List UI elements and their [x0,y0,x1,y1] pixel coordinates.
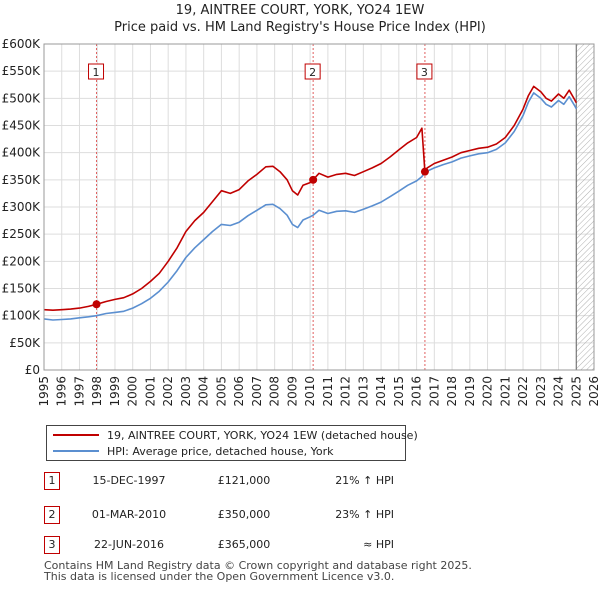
x-tick-label: 2003 [179,376,193,407]
x-tick-label: 2026 [587,376,600,407]
footer: Contains HM Land Registry data © Crown c… [44,560,472,582]
y-tick-label: £400K [2,146,42,160]
x-tick-label: 1997 [72,376,86,407]
plot-frame [43,43,595,371]
x-tick-label: 2012 [339,376,353,407]
x-tick-label: 2009 [285,376,299,407]
sale-point [92,300,101,309]
y-tick-label: £450K [2,119,42,133]
x-tick-label: 2011 [321,376,335,407]
legend-entry-property: 19, AINTREE COURT, YORK, YO24 1EW (detac… [53,427,418,443]
sale-number-badge: 1 [44,472,60,490]
sale-price: £121,000 [217,474,271,487]
y-tick-label: £500K [2,91,42,105]
sale-marker-box [304,63,321,80]
x-tick-label: 2008 [268,376,282,407]
y-tick-label: £200K [2,254,42,268]
x-tick-label: 2014 [374,376,388,407]
sale-hpi-comparison: 23% ↑ HPI [335,508,394,521]
x-tick-label: 1999 [108,376,122,407]
x-tick-label: 2002 [161,376,175,407]
sale-hpi-comparison: 21% ↑ HPI [335,474,394,487]
y-tick-label: £550K [2,64,42,78]
series-line-property [43,85,578,311]
sale-point [420,167,429,176]
legend-swatch-hpi [53,450,99,452]
sale-price: £350,000 [217,508,271,521]
forecast-hatch [576,44,594,370]
sale-marker-label: 3 [421,66,428,79]
legend-entry-hpi: HPI: Average price, detached house, York [53,443,334,459]
legend-swatch-property [53,434,99,436]
x-tick-label: 2020 [481,376,495,407]
sale-row: 2 01-MAR-2010 £350,000 23% ↑ HPI [44,506,600,526]
sale-point [309,175,318,184]
legend-label-property: 19, AINTREE COURT, YORK, YO24 1EW (detac… [107,428,418,442]
y-tick-label: £50K [9,336,41,350]
legend-label-hpi: HPI: Average price, detached house, York [107,444,334,458]
sale-number-badge: 3 [44,536,60,554]
x-tick-label: 2004 [197,376,211,407]
x-tick-label: 2006 [232,376,246,407]
x-tick-label: 1995 [37,376,51,407]
sale-hpi-comparison: ≈ HPI [363,538,394,551]
sale-date: 15-DEC-1997 [92,474,166,487]
sale-row: 1 15-DEC-1997 £121,000 21% ↑ HPI [44,472,600,492]
footer-license: This data is licensed under the Open Gov… [44,570,395,583]
y-tick-label: £600K [2,37,42,51]
x-tick-label: 2010 [303,376,317,407]
x-tick-label: 2019 [463,376,477,407]
chart-title-line2: Price paid vs. HM Land Registry's House … [114,20,486,35]
sale-number-badge: 2 [44,506,60,524]
sale-marker-label: 1 [93,66,100,79]
x-tick-label: 2025 [569,376,583,407]
y-tick-label: £300K [2,200,42,214]
series-line-hpi [43,92,578,321]
sale-marker-label: 2 [309,66,316,79]
chart-legend: 19, AINTREE COURT, YORK, YO24 1EW (detac… [46,425,418,461]
chart-title-line1: 19, AINTREE COURT, YORK, YO24 1EW [175,3,425,18]
sale-row: 3 22-JUN-2016 £365,000 ≈ HPI [44,536,600,556]
x-tick-label: 2000 [126,376,140,407]
x-tick-label: 2021 [498,376,512,407]
x-tick-label: 2007 [250,376,264,407]
x-tick-label: 2016 [410,376,424,407]
x-tick-label: 2013 [356,376,370,407]
x-tick-label: 1996 [55,376,69,407]
x-tick-label: 1998 [90,376,104,407]
x-tick-label: 2017 [427,376,441,407]
x-tick-label: 2001 [143,376,157,407]
sale-marker-box [88,63,105,80]
sale-date: 01-MAR-2010 [91,508,167,521]
x-tick-label: 2022 [516,376,530,407]
y-tick-label: £100K [2,309,42,323]
x-tick-label: 2024 [552,376,566,407]
sale-price: £365,000 [217,538,271,551]
sale-marker-box [416,63,433,80]
y-tick-label: £350K [2,173,42,187]
y-tick-label: £0 [25,363,40,377]
sale-date: 22-JUN-2016 [93,538,165,551]
x-tick-label: 2023 [534,376,548,407]
y-tick-label: £250K [2,227,42,241]
x-tick-label: 2005 [214,376,228,407]
footer-copyright: Contains HM Land Registry data © Crown c… [44,559,472,572]
x-tick-label: 2015 [392,376,406,407]
x-tick-label: 2018 [445,376,459,407]
y-tick-label: £150K [2,282,42,296]
